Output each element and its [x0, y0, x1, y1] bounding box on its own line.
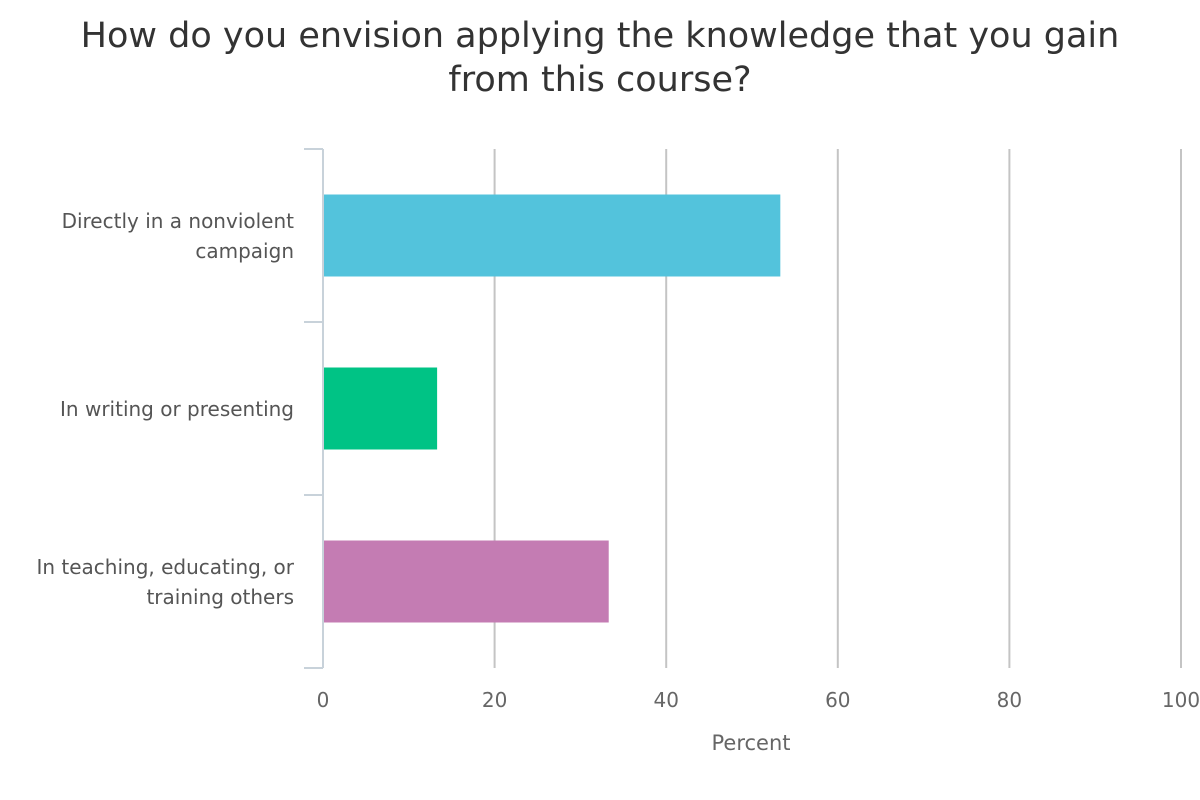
x-tick-label: 20	[482, 688, 507, 712]
bar-1	[323, 194, 781, 277]
x-tick-label: 80	[997, 688, 1022, 712]
bar-2	[323, 367, 438, 450]
x-tick-label: 0	[317, 688, 330, 712]
x-axis-title: Percent	[711, 731, 791, 755]
bar-3	[323, 540, 609, 623]
category-label: In writing or presenting	[60, 396, 294, 421]
chart-title: How do you envision applying the knowled…	[80, 16, 1120, 100]
category-label: Directly in a nonviolent campaign	[61, 208, 294, 263]
x-tick-label: 40	[653, 688, 678, 712]
category-label: In teaching, educating, or training othe…	[36, 554, 294, 609]
x-tick-label: 100	[1162, 688, 1200, 712]
x-tick-label: 60	[825, 688, 850, 712]
